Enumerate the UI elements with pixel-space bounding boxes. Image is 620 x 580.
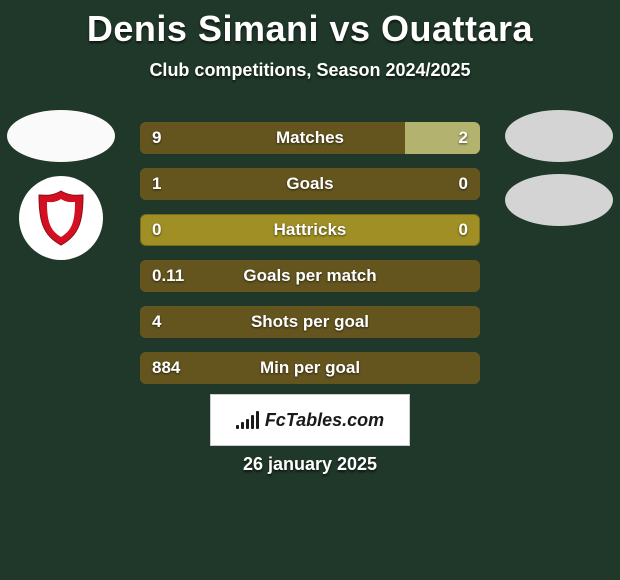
avatar-placeholder-icon — [505, 110, 613, 162]
stat-label: Min per goal — [200, 358, 420, 378]
stat-value-right: 2 — [420, 128, 480, 148]
stat-value-left: 884 — [140, 358, 200, 378]
rise-bar — [251, 415, 254, 429]
page-title: Denis Simani vs Ouattara — [0, 0, 620, 50]
footer-date: 26 january 2025 — [0, 454, 620, 475]
player-right-avatars — [504, 110, 614, 226]
club-badge-icon — [19, 176, 103, 260]
stat-label: Matches — [200, 128, 420, 148]
stat-row: 4Shots per goal — [140, 306, 480, 338]
avatar-placeholder-icon — [7, 110, 115, 162]
stat-row: 0Hattricks0 — [140, 214, 480, 246]
rising-bars-icon — [236, 411, 259, 429]
brand-text: FcTables.com — [265, 410, 384, 431]
stat-label: Hattricks — [200, 220, 420, 240]
stat-value-right: 0 — [420, 220, 480, 240]
brand-box: FcTables.com — [210, 394, 410, 446]
rise-bar — [241, 422, 244, 429]
stat-value-left: 0 — [140, 220, 200, 240]
stat-label: Goals per match — [200, 266, 420, 286]
stat-row: 9Matches2 — [140, 122, 480, 154]
stat-row: 884Min per goal — [140, 352, 480, 384]
stat-value-left: 9 — [140, 128, 200, 148]
player-left-avatars — [6, 110, 116, 260]
stat-value-left: 1 — [140, 174, 200, 194]
rise-bar — [236, 425, 239, 429]
brand-label: FcTables.com — [236, 410, 384, 431]
stat-row: 1Goals0 — [140, 168, 480, 200]
stat-value-left: 0.11 — [140, 266, 200, 286]
rise-bar — [256, 411, 259, 429]
rise-bar — [246, 419, 249, 429]
stat-label: Goals — [200, 174, 420, 194]
stat-value-right: 0 — [420, 174, 480, 194]
stats-bars: 9Matches21Goals00Hattricks00.11Goals per… — [140, 122, 480, 384]
page-subtitle: Club competitions, Season 2024/2025 — [0, 60, 620, 81]
shield-icon — [36, 189, 86, 247]
stat-row: 0.11Goals per match — [140, 260, 480, 292]
stat-value-left: 4 — [140, 312, 200, 332]
comparison-card: Denis Simani vs Ouattara Club competitio… — [0, 0, 620, 580]
avatar-placeholder-icon — [505, 174, 613, 226]
stat-label: Shots per goal — [200, 312, 420, 332]
